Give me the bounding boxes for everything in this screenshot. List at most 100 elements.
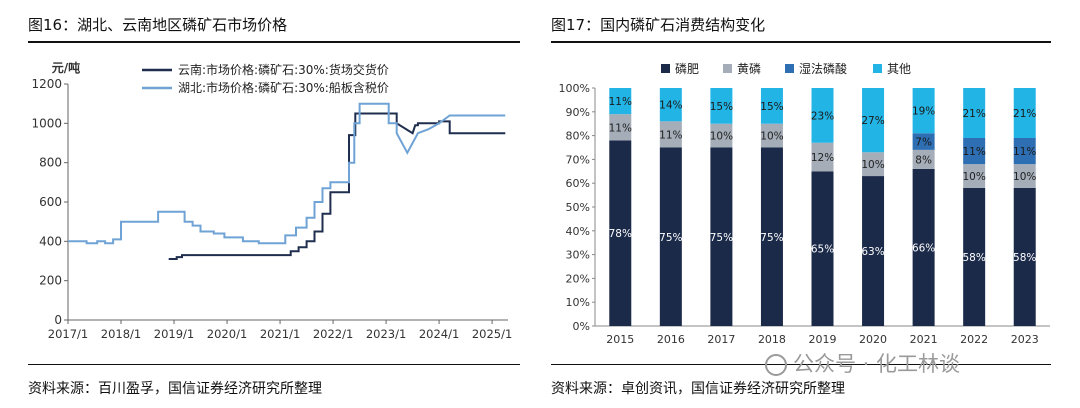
bar-segment-磷肥: [811, 171, 834, 326]
bar-segment-磷肥: [912, 168, 935, 326]
legend-label-3: 湿法磷酸: [799, 61, 847, 76]
legend-swatch-3: [785, 64, 794, 73]
bar-segment-湿法磷酸: [1013, 137, 1036, 165]
y-tick-label: 0: [54, 313, 62, 327]
data-label: 21%: [962, 108, 985, 120]
bar-segment-其他: [862, 88, 885, 153]
data-label: 14%: [659, 100, 682, 112]
data-label: 10%: [861, 159, 884, 171]
y-tick-label: 80%: [566, 130, 590, 143]
y-tick-label: 200: [39, 274, 62, 288]
x-tick-label: 2018: [758, 333, 786, 346]
data-label: 19%: [912, 106, 935, 118]
bar-segment-磷肥: [963, 187, 986, 326]
right-chart-panel: 图17：国内磷矿石消费结构变化 0% 10% 20% 30% 40% 50% 60% 70% 8…: [545, 0, 1080, 408]
right-chart-source: 资料来源：卓创资讯，国信证券经济研究所整理: [551, 381, 845, 397]
x-tick-label: 2020: [859, 333, 887, 346]
legend-label-1: 磷肥: [675, 61, 699, 76]
data-label: 10%: [760, 131, 783, 143]
bar-segment-其他: [760, 88, 783, 124]
data-label: 75%: [710, 232, 733, 244]
y-tick-label: 20%: [566, 272, 590, 285]
legend-label-2: 湖北:市场价格:磷矿石:30%:船板含税价: [178, 80, 389, 95]
data-label: 27%: [861, 115, 884, 127]
y-tick-label: 40%: [566, 225, 590, 238]
y-tick-label: 100%: [559, 82, 590, 95]
data-label: 23%: [811, 110, 834, 122]
bar-segment-黄磷: [609, 114, 632, 141]
wechat-icon: [765, 354, 787, 376]
series-line-2: [68, 102, 506, 245]
data-label: 7%: [915, 137, 932, 149]
bar-segment-磷肥: [1013, 187, 1036, 326]
bar-segment-其他: [912, 88, 935, 134]
x-tick-label: 2025/1: [472, 327, 512, 341]
legend-swatch-4: [873, 64, 882, 73]
x-tick-label: 2020/1: [207, 327, 247, 341]
y-tick-label: 600: [39, 195, 62, 209]
x-tick-label: 2019: [809, 333, 837, 346]
series-line-1: [168, 112, 506, 260]
x-tick-label: 2021: [910, 333, 938, 346]
left-chart-panel: 图16：湖北、云南地区磷矿石市场价格 0 200 400 600 800 1000 1200…: [0, 0, 530, 408]
y-tick-label: 0%: [573, 320, 590, 333]
y-tick-label: 70%: [566, 153, 590, 166]
data-label: 11%: [659, 129, 682, 141]
bar-segment-黄磷: [963, 164, 986, 188]
bar-segment-黄磷: [710, 123, 733, 148]
data-label: 21%: [1013, 108, 1036, 120]
data-label: 8%: [915, 154, 932, 166]
bar-segment-其他: [811, 88, 834, 143]
data-label: 11%: [609, 122, 632, 134]
left-chart-title: 图16：湖北、云南地区磷矿石市场价格: [28, 16, 288, 34]
data-label: 65%: [811, 244, 834, 256]
legend-swatch-1: [661, 64, 670, 73]
watermark: 公众号 · 化工林谈: [765, 348, 960, 378]
data-label: 63%: [861, 246, 884, 258]
legend-label-4: 其他: [887, 62, 911, 76]
data-label: 78%: [609, 228, 632, 240]
bar-segment-黄磷: [659, 121, 682, 148]
left-title-rule: [28, 41, 520, 43]
bar-segment-磷肥: [760, 147, 783, 326]
right-title-rule: [551, 41, 1051, 43]
bar-segment-其他: [963, 88, 986, 138]
data-label: 11%: [962, 146, 985, 158]
y-tick-label: 90%: [566, 106, 590, 119]
data-label: 15%: [710, 101, 733, 113]
x-tick-label: 2023: [1011, 333, 1039, 346]
y-tick-label: 30%: [566, 249, 590, 262]
bar-segment-黄磷: [1013, 164, 1036, 188]
left-bottom-rule: [28, 364, 520, 365]
bar-segment-其他: [710, 88, 733, 124]
bar-segment-其他: [659, 88, 682, 122]
bar-segment-其他: [609, 88, 632, 115]
x-tick-label: 2022: [960, 333, 988, 346]
x-tick-label: 2017: [707, 333, 735, 346]
x-tick-label: 2021/1: [260, 327, 300, 341]
bar-segment-磷肥: [862, 176, 885, 326]
bar-segment-黄磷: [760, 123, 783, 148]
right-chart-title: 图17：国内磷矿石消费结构变化: [551, 16, 766, 34]
bar-segment-磷肥: [710, 147, 733, 326]
data-label: 75%: [760, 232, 783, 244]
data-label: 66%: [912, 242, 935, 254]
y-tick-label: 400: [39, 234, 62, 248]
x-tick-label: 2022/1: [313, 327, 353, 341]
x-tick-label: 2015: [606, 333, 634, 346]
data-label: 12%: [811, 152, 834, 164]
bar-segment-磷肥: [609, 140, 632, 326]
consumption-stacked-bar-chart: 0% 10% 20% 30% 40% 50% 60% 70% 80% 90% 100% 2015 78%…: [559, 61, 1050, 346]
price-line-chart: 0 200 400 600 800 1000 1200 2017/1 2018/1 2019/1 2…: [31, 60, 512, 341]
data-label: 58%: [962, 252, 985, 264]
y-tick-label: 60%: [566, 177, 590, 190]
y-tick-label: 800: [39, 156, 62, 170]
legend-label-1: 云南:市场价格:磷矿石:30%:货场交货价: [178, 62, 389, 77]
data-label: 10%: [962, 171, 985, 183]
bar-segment-黄磷: [862, 152, 885, 177]
data-label: 75%: [659, 232, 682, 244]
data-label: 10%: [710, 131, 733, 143]
data-label: 10%: [1013, 171, 1036, 183]
bar-segment-黄磷: [912, 149, 935, 169]
y-axis-unit-label: 元/吨: [52, 60, 80, 75]
